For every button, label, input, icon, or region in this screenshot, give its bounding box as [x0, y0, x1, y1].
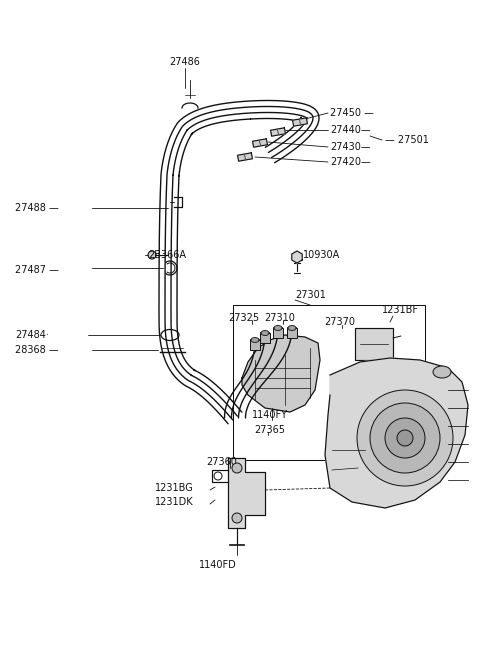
Polygon shape [228, 458, 265, 528]
Text: 2B366A: 2B366A [148, 250, 186, 260]
Bar [287, 328, 297, 338]
Polygon shape [293, 118, 307, 126]
Ellipse shape [288, 325, 296, 330]
Circle shape [357, 390, 453, 486]
Text: 27430—: 27430— [330, 142, 371, 152]
Bar [250, 340, 260, 350]
Text: 27484·: 27484· [15, 330, 49, 340]
Text: 1231DK: 1231DK [155, 497, 193, 507]
Circle shape [385, 418, 425, 458]
Ellipse shape [274, 325, 282, 330]
Bar [273, 328, 283, 338]
Circle shape [370, 403, 440, 473]
Circle shape [232, 513, 242, 523]
Ellipse shape [433, 366, 451, 378]
Text: 1231BG: 1231BG [155, 483, 194, 493]
Text: 1140FY: 1140FY [252, 410, 288, 420]
Text: 10930A: 10930A [303, 250, 340, 260]
Text: 27486: 27486 [169, 57, 201, 67]
Ellipse shape [261, 330, 269, 336]
Text: 1231BF: 1231BF [382, 305, 419, 315]
Bar [233, 305, 425, 460]
Text: 27301: 27301 [295, 290, 326, 300]
Text: 27365: 27365 [254, 425, 286, 435]
Text: 27310: 27310 [264, 313, 295, 323]
Polygon shape [252, 139, 267, 147]
Text: 28368 —: 28368 — [15, 345, 59, 355]
Text: 27488 —: 27488 — [15, 203, 59, 213]
Polygon shape [292, 251, 302, 263]
Text: 27420—: 27420— [330, 157, 371, 167]
Text: 27450 —: 27450 — [330, 108, 374, 118]
Text: 27370: 27370 [324, 317, 356, 327]
Text: 27360: 27360 [206, 457, 238, 467]
Text: 27440—: 27440— [330, 125, 371, 135]
Text: — 27501: — 27501 [385, 135, 429, 145]
Polygon shape [238, 153, 252, 161]
Bar [355, 328, 393, 360]
Bar [260, 333, 270, 343]
Polygon shape [242, 335, 320, 412]
Text: 27487 —: 27487 — [15, 265, 59, 275]
Text: 1140FD: 1140FD [199, 560, 237, 570]
Circle shape [232, 463, 242, 473]
Ellipse shape [251, 338, 259, 342]
Polygon shape [271, 128, 286, 136]
Text: 27325: 27325 [228, 313, 260, 323]
Circle shape [397, 430, 413, 446]
Circle shape [148, 251, 156, 259]
Polygon shape [325, 358, 468, 508]
